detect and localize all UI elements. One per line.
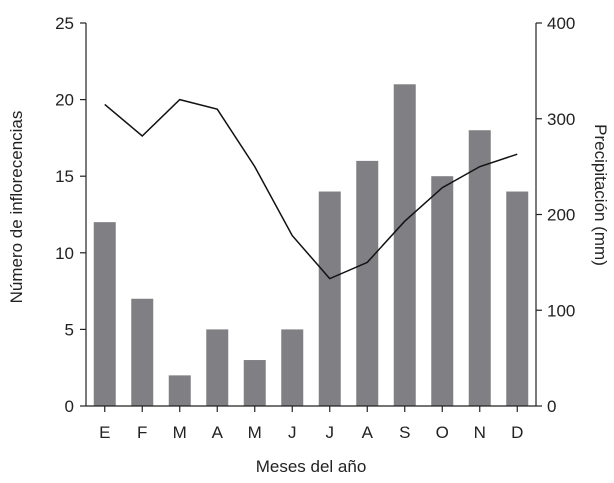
- bar-11: [468, 130, 491, 407]
- left-tick-label: 25: [55, 14, 74, 33]
- right-ticks-group: 0 100 200 300 400: [536, 14, 575, 416]
- x-tick-label: J: [326, 423, 335, 442]
- x-tick-label: N: [474, 423, 486, 442]
- x-tick-label: F: [137, 423, 147, 442]
- axes-group: [85, 23, 537, 407]
- x-tick-label: M: [248, 423, 262, 442]
- right-tick-label: 300: [547, 110, 575, 129]
- x-tick-label: E: [99, 423, 110, 442]
- right-tick-label: 200: [547, 206, 575, 225]
- bar-5: [243, 360, 266, 406]
- bar-10: [431, 176, 454, 406]
- x-tick-label: D: [511, 423, 523, 442]
- left-tick-label: 15: [55, 167, 74, 186]
- bar-8: [356, 160, 379, 406]
- left-tick-label: 5: [65, 320, 74, 339]
- bar-12: [506, 191, 529, 406]
- bar-2: [131, 298, 154, 406]
- bar-9: [393, 84, 416, 406]
- right-axis-title: Precipitación (mm): [591, 124, 610, 266]
- right-tick-label: 100: [547, 301, 575, 320]
- bar-4: [206, 329, 229, 406]
- left-ticks-group: 0 5 10 15 20 25: [55, 14, 86, 416]
- bar-1: [93, 222, 116, 406]
- x-tick-label: A: [212, 423, 224, 442]
- x-tick-label: J: [288, 423, 297, 442]
- bar-7: [318, 191, 341, 406]
- bar-6: [281, 329, 304, 406]
- line-group: [104, 98, 518, 280]
- left-tick-label: 10: [55, 244, 74, 263]
- x-tick-label: A: [362, 423, 374, 442]
- bars-group: [93, 84, 529, 407]
- left-tick-label: 20: [55, 91, 74, 110]
- right-tick-label: 0: [547, 397, 556, 416]
- right-tick-label: 400: [547, 14, 575, 33]
- x-tick-label: O: [436, 423, 449, 442]
- x-tick-label: M: [173, 423, 187, 442]
- precipitation-line: [104, 98, 518, 280]
- left-tick-label: 0: [65, 397, 74, 416]
- x-tick-label: S: [399, 423, 410, 442]
- left-axis-title: Número de inflorecencias: [7, 111, 26, 304]
- bar-3: [168, 375, 191, 406]
- x-axis-title: Meses del año: [256, 457, 367, 476]
